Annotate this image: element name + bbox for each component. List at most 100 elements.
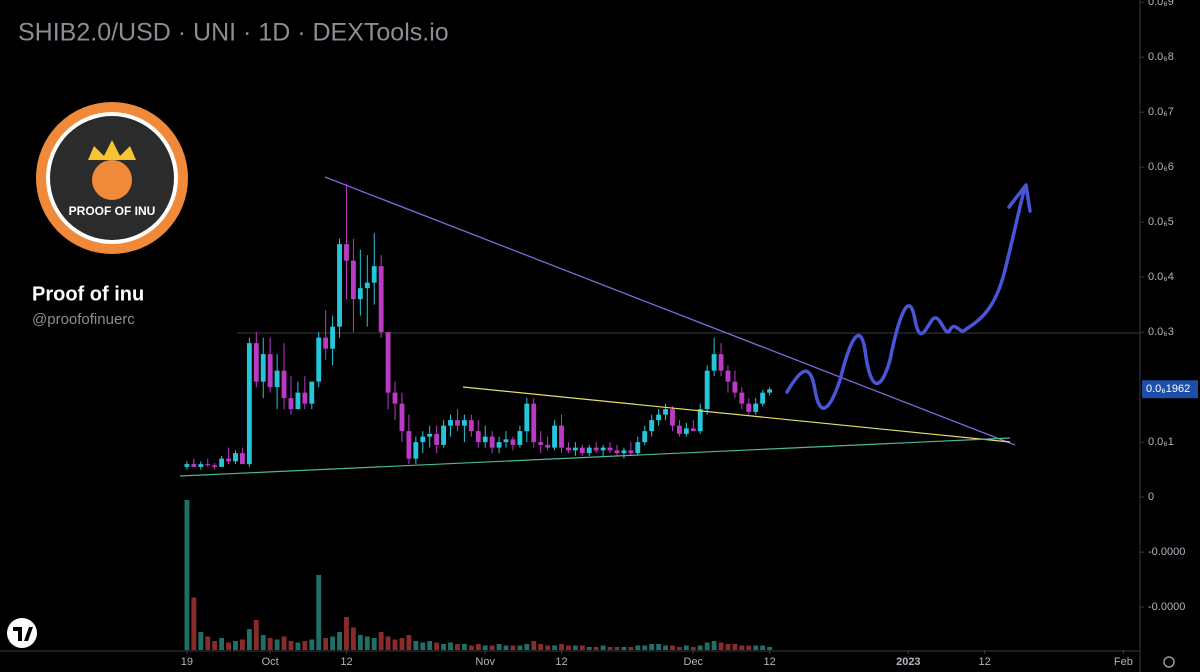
candle-body [427,433,433,437]
candle-body [246,343,252,465]
volume-bar [725,644,731,650]
y-tick-label: -0.0000 [1148,601,1185,613]
candle-body [226,458,231,462]
volume-bar [586,647,592,650]
logo-text: PROOF OF INU [69,204,156,218]
candle-body [399,403,405,432]
gear[interactable] [1163,656,1175,668]
candle-body [559,425,564,448]
volume-bar [746,645,752,650]
trend-line-upper [324,176,1016,446]
volume-bar [281,636,287,650]
y-tick-label: 0.0₆1 [1148,436,1174,448]
volume-bar [690,647,696,650]
volume-bar [350,627,356,650]
volume-bar [378,632,384,650]
settings-icon[interactable] [1163,656,1175,668]
candle-body [607,447,613,451]
volume-bar [579,645,585,650]
volume-bar [309,639,315,650]
candle-body [517,431,523,445]
candle-body [184,464,190,467]
volume-bar [406,635,412,650]
candle-body [434,433,440,445]
tradingview-logo [7,618,37,648]
candle-body [441,425,447,445]
candle-body [392,392,398,404]
tv-logo-mark [13,627,33,641]
candle-body [316,337,322,382]
volume-bar [246,629,252,650]
volume-bar [566,645,571,650]
volume-bar [191,597,197,650]
candle-body [330,326,336,349]
volume-bar [621,647,627,650]
volume-bar [226,642,231,650]
volume-bar [670,645,675,650]
candle-body [205,464,211,466]
candle-body [253,343,259,382]
volume-bar [663,645,668,650]
candle-body [309,381,315,404]
logo-dog [92,160,132,200]
candle-body [538,442,544,445]
candle-body [739,392,745,404]
volume-bar [448,642,453,650]
candle-body [586,447,592,454]
volume-bar [559,644,564,650]
x-tick-label: Oct [262,656,279,668]
x-tick-label: 12 [340,656,352,668]
candle-body [371,266,377,283]
candle-body [621,450,627,454]
volume-bar [552,645,557,650]
x-tick-label: 12 [978,656,990,668]
y-tick-label: 0.0₆3 [1148,326,1174,338]
candle-body [240,453,245,465]
x-tick-label: Feb [1114,656,1133,668]
volume-bar [184,500,190,650]
candle-body [683,428,689,434]
last-price-label: 0.0₆1962 [1146,383,1190,395]
volume-bar [517,645,523,650]
candle-body [212,465,218,467]
candle-body [448,420,453,426]
last-price-tag [1142,380,1198,399]
candle-body [350,260,356,300]
candle-body [496,442,502,448]
volume-layer [184,500,773,650]
volume-bar [274,639,280,650]
axes-layer: 0.0₆9 0.0₆8 0.0₆7 0.0₆6 0.0₆5 0.0₆4 0.0₆3 0.0₆1… [181,0,1198,668]
y-tick-label: 0 [1148,491,1154,503]
candle-body [413,442,419,459]
x-tick-label: 12 [555,656,567,668]
volume-bar [323,638,329,650]
volume-bar [267,638,273,650]
volume-bar [253,620,259,650]
candle-body [461,420,467,426]
volume-bar [531,641,537,650]
volume-bar [427,641,433,650]
volume-bar [600,645,606,650]
volume-bar [205,636,211,650]
candle-body [566,447,571,451]
volume-bar [344,617,349,650]
volume-bar [767,647,773,650]
y-tick-label: 0.0₆8 [1148,51,1174,63]
volume-bar [455,644,460,650]
volume-bar [240,639,245,650]
volume-bar [635,645,641,650]
candle-body [378,266,384,333]
volume-bar [718,642,724,650]
candle-body [503,439,509,443]
candle-body [260,354,266,382]
projection-arrowhead [1007,183,1032,213]
candle-body [295,392,301,410]
volume-bar [357,635,363,650]
volume-bar [704,642,710,650]
volume-bar [649,644,655,650]
volume-bar [697,645,703,650]
volume-bar [739,645,745,650]
candle-body [690,428,696,432]
brand-name: Proof of inu [32,283,144,305]
